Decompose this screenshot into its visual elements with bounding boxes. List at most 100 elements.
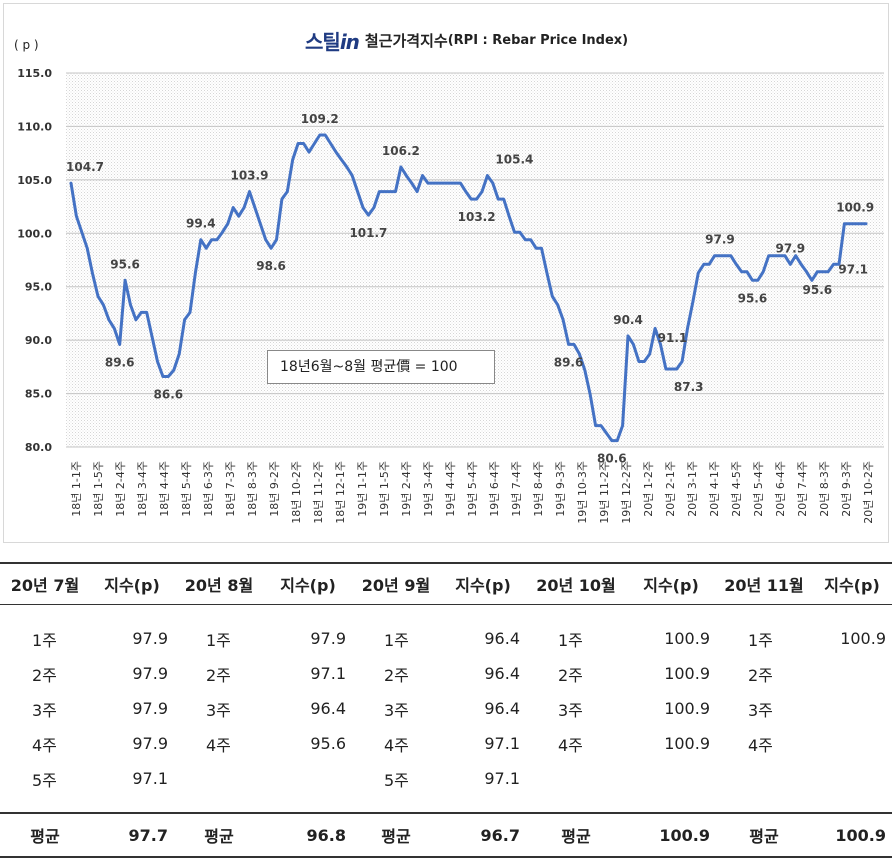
data-label: 95.6 <box>110 257 140 271</box>
index-cell <box>812 691 892 726</box>
table-header-cell: 지수(p) <box>626 562 716 605</box>
table-header-row: 20년 7월 지수(p) 20년 8월 지수(p) 20년 9월 지수(p) 20년 10월… <box>0 562 892 605</box>
table-header-cell: 지수(p) <box>440 562 526 605</box>
data-label: 80.6 <box>597 452 627 466</box>
x-tick-label: 20년 10-2주 <box>862 461 875 524</box>
index-cell: 97.7 <box>90 812 174 858</box>
index-cell: 96.8 <box>264 812 352 858</box>
week-cell: 평균 <box>352 812 440 858</box>
week-cell: 2주 <box>558 665 583 685</box>
index-cell: 100.9 <box>664 699 710 718</box>
chart-subtitle: (RPI : Rebar Price Index) <box>447 32 629 48</box>
steelin-logo: 스틸in <box>305 26 360 55</box>
x-tick-label: 18년 8-3주 <box>246 461 259 517</box>
table-header-cell: 지수(p) <box>90 562 174 605</box>
week-cell: 3주 <box>32 700 57 720</box>
y-tick-label: 110.0 <box>17 120 52 133</box>
week-cell: 3주 <box>206 700 231 720</box>
series-line <box>69 133 868 443</box>
table-spacer-row <box>0 796 892 813</box>
baseline-note: 18년6월~8월 평균價 = 100 <box>267 350 495 384</box>
week-cell: 평균 <box>526 812 626 858</box>
x-tick-label: 20년 2-1주 <box>664 461 677 517</box>
x-axis: 18년 1-1주 18년 1-5주 18년 2-4주 18년 3-4주 18년 4-4주… <box>70 461 875 524</box>
spacer-cell <box>0 796 892 813</box>
data-label: 97.9 <box>705 233 735 247</box>
logo-in: in <box>339 29 360 54</box>
week-cell: 4주 <box>748 735 773 755</box>
gridlines <box>66 72 884 448</box>
x-tick-label: 19년 5-4주 <box>466 461 479 517</box>
week-cell: 평균 <box>174 812 264 858</box>
table-header-cell: 20년 9월 <box>352 562 440 605</box>
week-cell: 3주 <box>748 700 773 720</box>
index-cell: 97.9 <box>310 629 346 648</box>
x-tick-label: 20년 1-2주 <box>642 461 655 517</box>
table-header-cell: 20년 11월 <box>716 562 812 605</box>
x-tick-label: 20년 6-4주 <box>774 461 787 517</box>
index-cell: 97.1 <box>310 664 346 683</box>
index-cell <box>812 726 892 761</box>
x-tick-label: 20년 9-3주 <box>840 461 853 517</box>
x-tick-label: 19년 12-2주 <box>620 461 633 524</box>
table-header-cell: 20년 8월 <box>174 562 264 605</box>
chart-title: 스틸in 철근가격지수 (RPI : Rebar Price Index) <box>305 26 628 54</box>
index-cell: 96.4 <box>310 699 346 718</box>
x-tick-label: 18년 5-4주 <box>180 461 193 517</box>
table-row: 3주 97.9 3주 96.4 3주 96.4 3주 100.9 3주 <box>0 691 892 726</box>
x-tick-label: 19년 8-4주 <box>532 461 545 517</box>
table-row: 2주 97.9 2주 97.1 2주 96.4 2주 100.9 2주 <box>0 656 892 691</box>
week-cell: 1주 <box>384 630 409 650</box>
y-tick-label: 85.0 <box>25 388 52 401</box>
data-labels: 104.7 89.6 95.6 86.6 99.4 103.9 98.6 109.2 101.7… <box>66 112 874 466</box>
plot-area <box>66 73 884 447</box>
week-cell: 4주 <box>558 735 583 755</box>
index-cell: 97.9 <box>132 629 168 648</box>
index-cell: 97.1 <box>484 734 520 753</box>
index-cell: 96.7 <box>440 812 526 858</box>
week-cell <box>526 761 626 796</box>
x-tick-label: 18년 9-2주 <box>268 461 281 517</box>
index-cell: 100.9 <box>664 734 710 753</box>
x-tick-label: 18년 4-4주 <box>158 461 171 517</box>
x-tick-label: 18년 1-5주 <box>92 461 105 517</box>
index-cell: 95.6 <box>310 734 346 753</box>
x-tick-label: 20년 4-1주 <box>708 461 721 517</box>
week-cell: 2주 <box>748 665 773 685</box>
index-cell: 97.9 <box>132 734 168 753</box>
y-tick-label: 105.0 <box>17 174 52 187</box>
week-cell: 3주 <box>558 700 583 720</box>
x-tick-label: 20년 7-4주 <box>796 461 809 517</box>
data-label: 103.2 <box>458 210 496 224</box>
data-label: 89.6 <box>105 355 135 369</box>
data-label: 97.9 <box>775 241 805 255</box>
index-cell: 100.9 <box>840 629 886 648</box>
logo-text: 스틸 <box>305 29 341 54</box>
week-cell: 4주 <box>206 735 231 755</box>
y-axis: 80.0 85.0 90.0 95.0 100.0 105.0 110.0 115.0 <box>17 67 52 454</box>
spacer-cell <box>0 605 892 622</box>
y-tick-label: 95.0 <box>25 281 52 294</box>
x-tick-label: 19년 1-5주 <box>378 461 391 517</box>
table-row: 5주 97.1 5주 97.1 <box>0 761 892 796</box>
table-header-cell: 20년 10월 <box>526 562 626 605</box>
monthly-index-table: 20년 7월 지수(p) 20년 8월 지수(p) 20년 9월 지수(p) 20년 10월… <box>0 562 892 858</box>
x-tick-label: 18년 6-3주 <box>202 461 215 517</box>
week-cell <box>716 761 812 796</box>
unit-label: ( p ) <box>14 38 39 52</box>
x-tick-label: 19년 6-4주 <box>488 461 501 517</box>
week-cell: 4주 <box>384 735 409 755</box>
data-label: 100.9 <box>836 201 874 215</box>
table-spacer-row <box>0 605 892 622</box>
data-label: 105.4 <box>495 153 533 167</box>
data-label: 97.1 <box>838 263 868 277</box>
data-label: 106.2 <box>382 144 420 158</box>
index-cell: 100.9 <box>626 812 716 858</box>
index-cell: 96.4 <box>484 629 520 648</box>
table-header-cell: 20년 7월 <box>0 562 90 605</box>
data-label: 109.2 <box>301 112 339 126</box>
index-cell: 97.1 <box>132 769 168 788</box>
week-cell: 1주 <box>32 630 57 650</box>
table-header-cell: 지수(p) <box>812 562 892 605</box>
rebar-price-index-chart: 80.0 85.0 90.0 95.0 100.0 105.0 110.0 115.0 18년… <box>17 67 884 524</box>
